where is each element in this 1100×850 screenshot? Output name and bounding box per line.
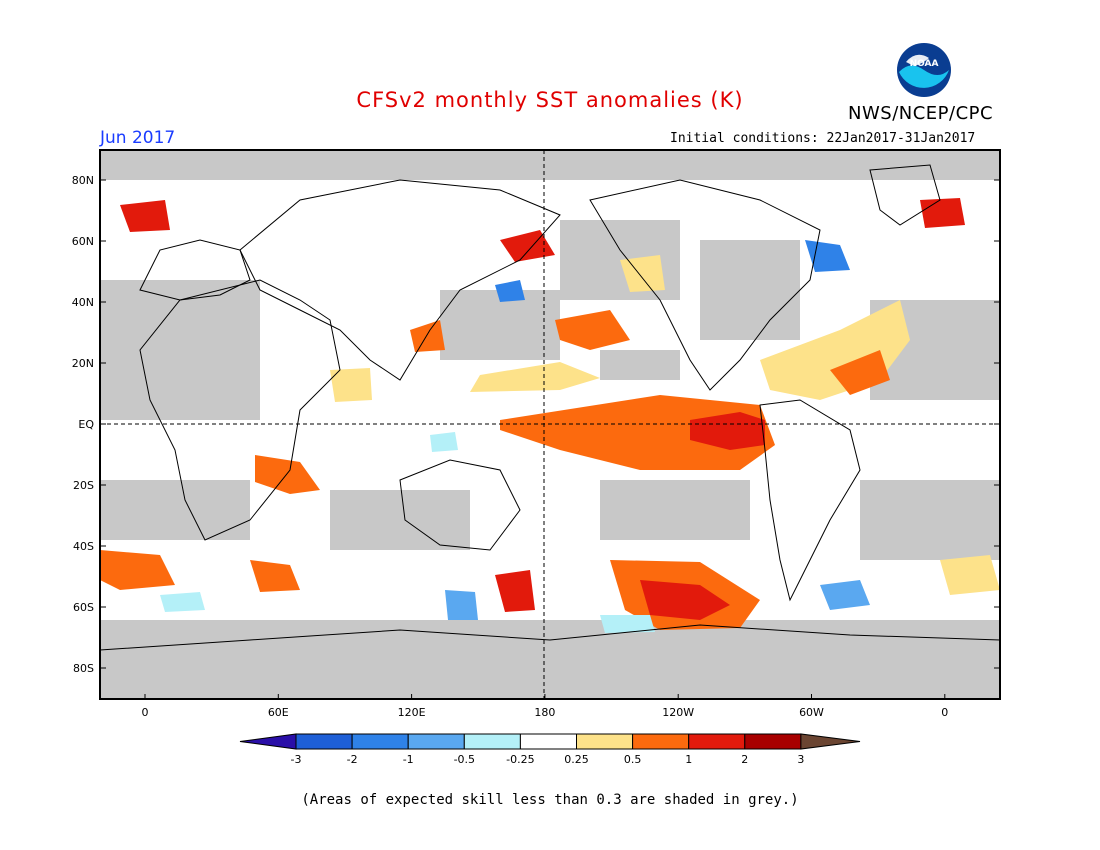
colorbar-tick-label: 1 — [685, 753, 692, 766]
anomaly-positive — [100, 198, 1000, 630]
lon-label: 60E — [268, 706, 289, 719]
forecast-month: Jun 2017 — [100, 128, 176, 148]
agency-label: NWS/NCEP/CPC — [848, 103, 994, 124]
lon-label: 180 — [534, 706, 555, 719]
initial-conditions: Initial conditions: 22Jan2017-31Jan2017 — [670, 131, 976, 146]
low-skill-shading — [100, 150, 1000, 699]
colorbar-max-arrow — [800, 733, 861, 750]
lat-label: 20N — [72, 357, 94, 370]
longitude-axis: 0 60E 120E 180 120W 60W 0 — [142, 694, 948, 719]
lat-label: 80S — [73, 662, 94, 675]
lon-label: 0 — [142, 706, 149, 719]
colorbar-segment — [632, 733, 690, 750]
lon-label: 0 — [941, 706, 948, 719]
colorbar-segment — [688, 733, 746, 750]
colorbar-segment — [407, 733, 465, 750]
colorbar-segment — [744, 733, 802, 750]
colorbar-tick-label: -3 — [291, 753, 302, 766]
colorbar-segment — [576, 733, 634, 750]
colorbar-tick-label: 2 — [741, 753, 748, 766]
colorbar-tick-label: 3 — [797, 753, 804, 766]
lat-label: 60S — [73, 601, 94, 614]
colorbar-tick-label: -2 — [347, 753, 358, 766]
noaa-logo: NOAA — [896, 42, 952, 98]
map-title: CFSv2 monthly SST anomalies (K) — [356, 88, 744, 112]
lon-label: 120W — [662, 706, 694, 719]
skill-footnote: (Areas of expected skill less than 0.3 a… — [301, 792, 799, 808]
lat-label: EQ — [78, 418, 94, 431]
lon-label: 120E — [398, 706, 426, 719]
colorbar-tick-label: 0.25 — [564, 753, 589, 766]
lon-label: 60W — [799, 706, 824, 719]
colorbar-segment — [519, 733, 578, 750]
lat-label: 40N — [72, 296, 94, 309]
colorbar-segment — [295, 733, 353, 750]
lat-label: 20S — [73, 479, 94, 492]
colorbar-tick-label: -1 — [403, 753, 414, 766]
lat-label: 60N — [72, 235, 94, 248]
colorbar-tick-label: -0.5 — [454, 753, 475, 766]
continent-outlines — [100, 164, 1000, 651]
colorbar-tick-label: -0.25 — [506, 753, 534, 766]
colorbar-segment — [463, 733, 521, 750]
colorbar-tick-label: 0.5 — [624, 753, 642, 766]
lat-label: 80N — [72, 174, 94, 187]
svg-text:NOAA: NOAA — [910, 59, 939, 69]
latitude-axis: 80N 60N 40N 20N EQ 20S 40S 60S 80S — [72, 174, 1000, 675]
colorbar: -3 -2 -1 -0.5 -0.25 0.25 0.5 1 2 3 — [239, 733, 861, 766]
lat-label: 40S — [73, 540, 94, 553]
colorbar-segment — [351, 733, 409, 750]
colorbar-min-arrow — [239, 733, 297, 750]
